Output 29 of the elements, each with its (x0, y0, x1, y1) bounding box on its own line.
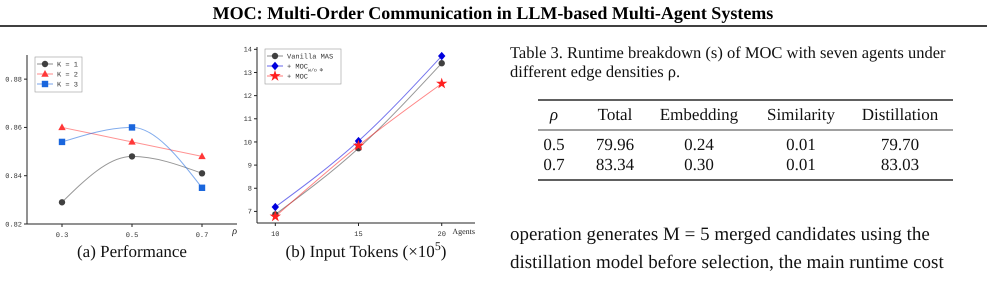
category-label: ρ (548, 105, 558, 124)
point (198, 152, 206, 160)
category-label: Embedding (660, 105, 739, 124)
point (58, 123, 66, 130)
point (128, 153, 136, 160)
point (198, 184, 206, 191)
point (436, 78, 448, 88)
point (58, 199, 66, 206)
x-axis-title: ρ (231, 226, 238, 237)
point (272, 202, 280, 212)
text: MOC: Multi-Order Communication in LLM-based Multi-Agent Systems (212, 3, 774, 23)
point (352, 140, 364, 150)
point (128, 138, 136, 145)
text: 0.5 79.96 0.24 0.01 79.70 (543, 135, 920, 154)
point (270, 210, 281, 222)
text: 0.7 83.34 0.30 0.01 83.03 (543, 155, 920, 174)
text: (a) Performance (77, 242, 187, 261)
point (58, 138, 66, 146)
text: Table 3. Runtime breakdown (s) of MOC with seven agents under different edge densities ρ. (510, 43, 946, 81)
category-label: Distillation (862, 105, 939, 124)
point (438, 60, 445, 66)
point (128, 124, 136, 131)
category-label: Similarity (767, 105, 836, 124)
text: operation generates M = 5 merged candidates using the distillation model before selection, the main runtime cost (510, 224, 944, 273)
category-label: Total (598, 105, 633, 124)
point (438, 52, 446, 60)
text: (b) Input Tokens (×10$^{5}$) (286, 239, 446, 261)
x-axis-title: Agents (452, 227, 475, 236)
point (198, 170, 206, 176)
